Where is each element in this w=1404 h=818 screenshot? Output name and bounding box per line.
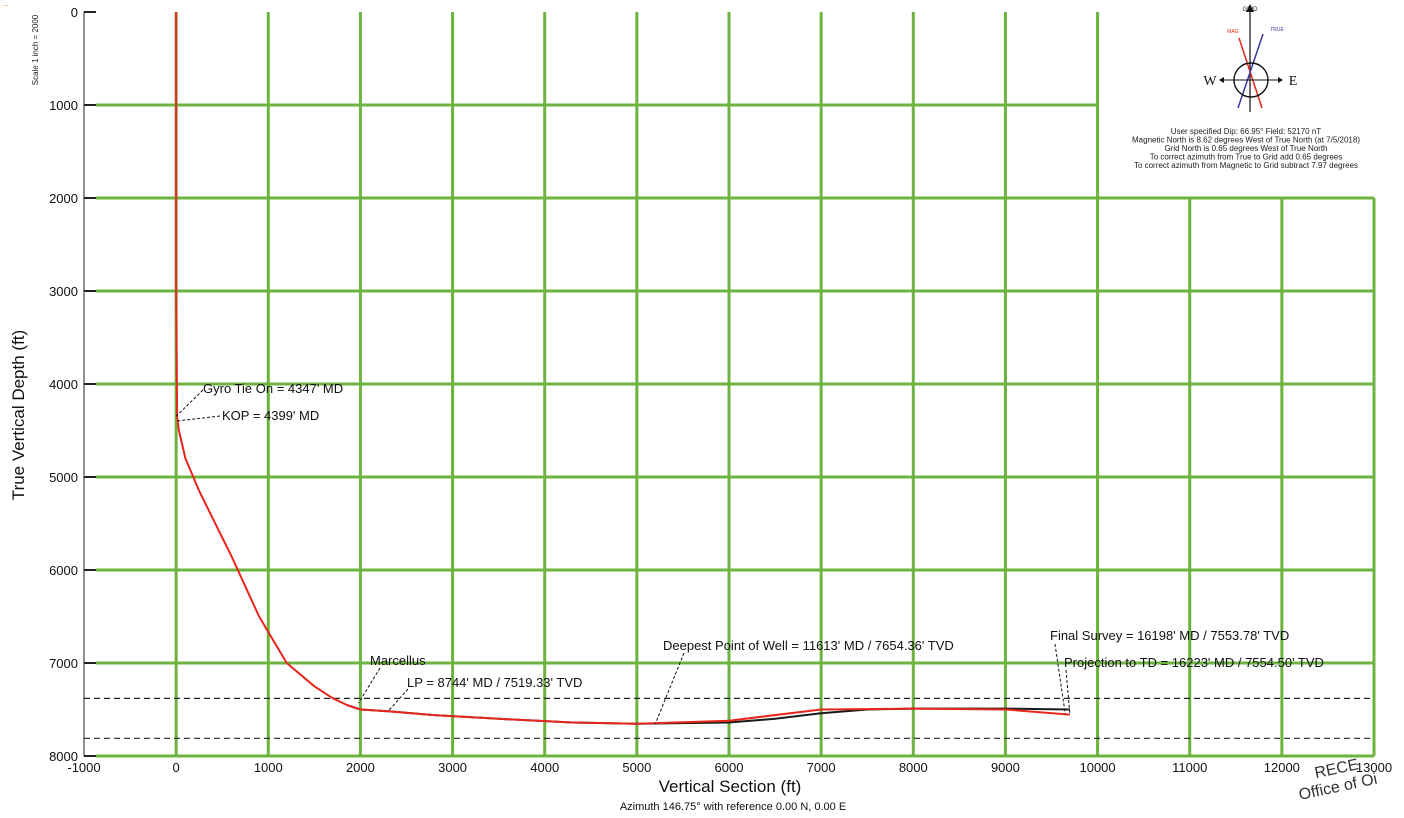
x-tick-label: 3000: [438, 760, 467, 775]
compass-true-label: TRUE: [1270, 27, 1284, 33]
annotation-leader: [654, 652, 685, 725]
compass-note: User specified Dip: 66.95° Field: 52170 …: [1171, 127, 1322, 136]
x-tick-label: 4000: [530, 760, 559, 775]
well-trajectory-series: [175, 12, 1070, 725]
y-tick-label: 0: [71, 5, 78, 20]
y-tick-label: 6000: [49, 563, 78, 578]
tick-labels: -1000 0 1000 2000 3000 4000 5000 6000 7000 8000 90…: [49, 5, 1392, 775]
x-tick-label: 13000: [1356, 760, 1392, 775]
annotation-label: Gyro Tie On = 4347' MD: [203, 381, 343, 396]
annotation-label: Final Survey = 16198' MD / 7553.78' TVD: [1050, 628, 1289, 643]
y-tick-label: 7000: [49, 656, 78, 671]
x-tick-label: 5000: [622, 760, 651, 775]
x-axis-sublabel: Azimuth 146.75° with reference 0.00 N, 0…: [620, 801, 846, 813]
north-compass: GRID MAG TRUE W E User specified Dip: 66…: [1132, 4, 1360, 170]
annotation-leader: [1054, 643, 1066, 715]
compass-west-label: W: [1203, 74, 1217, 89]
x-tick-label: 9000: [991, 760, 1020, 775]
y-tick-label: 2000: [49, 191, 78, 206]
grid-lines: [83, 11, 1376, 758]
x-tick-label: 11000: [1172, 760, 1207, 775]
x-tick-label: 10000: [1079, 760, 1115, 775]
y-tick-label: 5000: [49, 470, 78, 485]
annotations: Gyro Tie On = 4347' MD KOP = 4399' MD Marc…: [175, 381, 1324, 725]
annotation-leader: [387, 688, 409, 712]
x-tick-label: 1000: [254, 760, 283, 775]
x-axis-label: Vertical Section (ft): [659, 777, 802, 796]
compass-note: Magnetic North is 8.62 degrees West of T…: [1132, 136, 1360, 145]
y-tick-label: 4000: [49, 377, 78, 392]
x-tick-label: 6000: [715, 760, 744, 775]
compass-note: To correct azimuth from Magnetic to Grid…: [1134, 161, 1358, 170]
annotation-leader: [1065, 669, 1071, 715]
compass-note: To correct azimuth from True to Grid add…: [1150, 153, 1343, 162]
true-north-line: [1237, 33, 1264, 109]
compass-grid-label: GRID: [1243, 7, 1259, 13]
annotation-leader: [175, 389, 204, 417]
y-tick-label: 8000: [49, 749, 78, 764]
x-tick-label: 12000: [1264, 760, 1300, 775]
annotation-label: LP = 8744' MD / 7519.33' TVD: [407, 675, 582, 690]
annotation-leader: [176, 415, 221, 422]
annotation-leader: [358, 667, 381, 704]
x-tick-label: 7000: [807, 760, 836, 775]
formation-reference-lines: [84, 697, 1374, 739]
compass-mag-label: MAG: [1227, 29, 1239, 35]
scale-note: Scale 1 inch = 2000: [31, 14, 40, 85]
compass-east-label: E: [1289, 74, 1298, 89]
east-arrow-icon: [1278, 77, 1283, 83]
annotation-label: Marcellus: [370, 653, 426, 668]
x-tick-label: 2000: [346, 760, 375, 775]
x-tick-label: -1000: [67, 760, 100, 775]
grid-north-arrow-icon: [1246, 4, 1254, 12]
annotation-label: KOP = 4399' MD: [222, 408, 319, 423]
compass-note: Grid North is 0.65 degrees West of True …: [1164, 144, 1327, 153]
compass-notes: User specified Dip: 66.95° Field: 52170 …: [1132, 127, 1360, 170]
y-tick-label: 1000: [49, 98, 78, 113]
x-tick-label: 8000: [899, 760, 928, 775]
west-arrow-icon: [1219, 77, 1224, 83]
annotation-label: Projection to TD = 16223' MD / 7554.50' …: [1064, 655, 1324, 670]
x-tick-label: 0: [173, 760, 180, 775]
y-axis-label: True Vertical Depth (ft): [9, 330, 28, 500]
series-line: [175, 12, 1070, 725]
header-note: ...: [2, 0, 9, 8]
annotation-label: Deepest Point of Well = 11613' MD / 7654…: [663, 638, 954, 653]
y-tick-label: 3000: [49, 284, 78, 299]
